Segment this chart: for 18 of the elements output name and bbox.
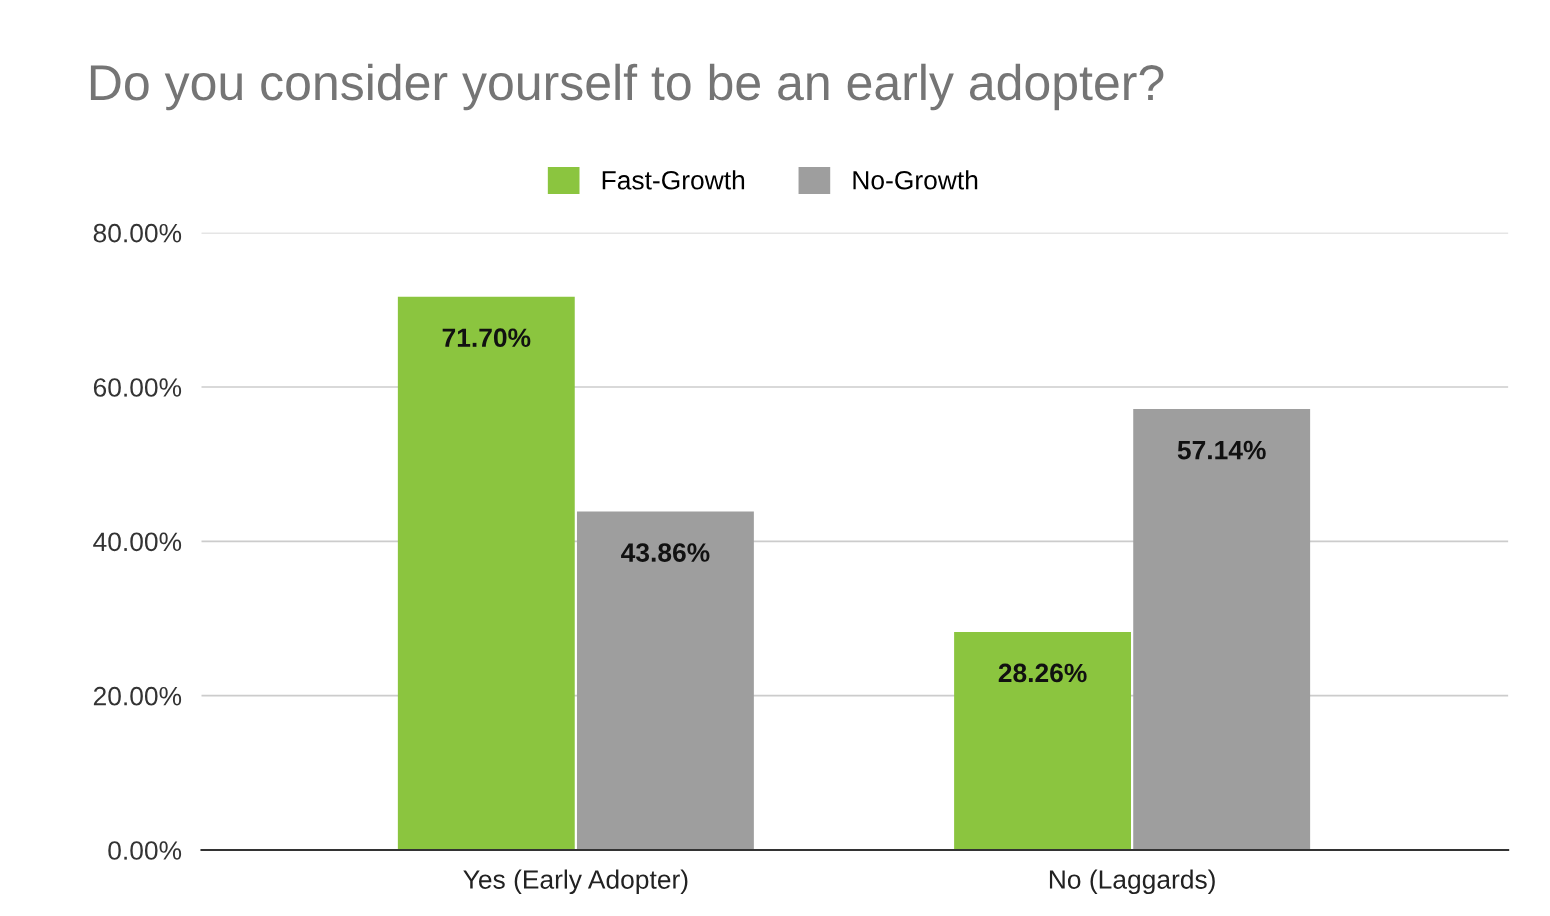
chart-title: Do you consider yourself to be an early adopter? [90,63,1164,111]
bar [576,511,754,851]
data-label: 71.70% [442,328,531,348]
y-tick-label: 80.00% [93,223,182,243]
legend-label: No-Growth [853,170,978,190]
x-tick-label: Yes (Early Adopter) [463,869,688,895]
data-label: 28.26% [998,663,1087,683]
legend-label: Fast-Growth [602,170,745,190]
data-label: 43.86% [621,543,710,562]
bar [397,296,575,851]
data-label: 57.14% [1177,440,1266,460]
x-tick-label: No (Laggards) [1049,869,1215,895]
bar [954,631,1132,851]
y-tick-label: 20.00% [93,686,182,706]
y-tick-label: 60.00% [93,378,182,397]
bar [1133,409,1311,851]
y-tick-label: 0.00% [108,841,182,860]
y-tick-label: 40.00% [93,532,182,552]
